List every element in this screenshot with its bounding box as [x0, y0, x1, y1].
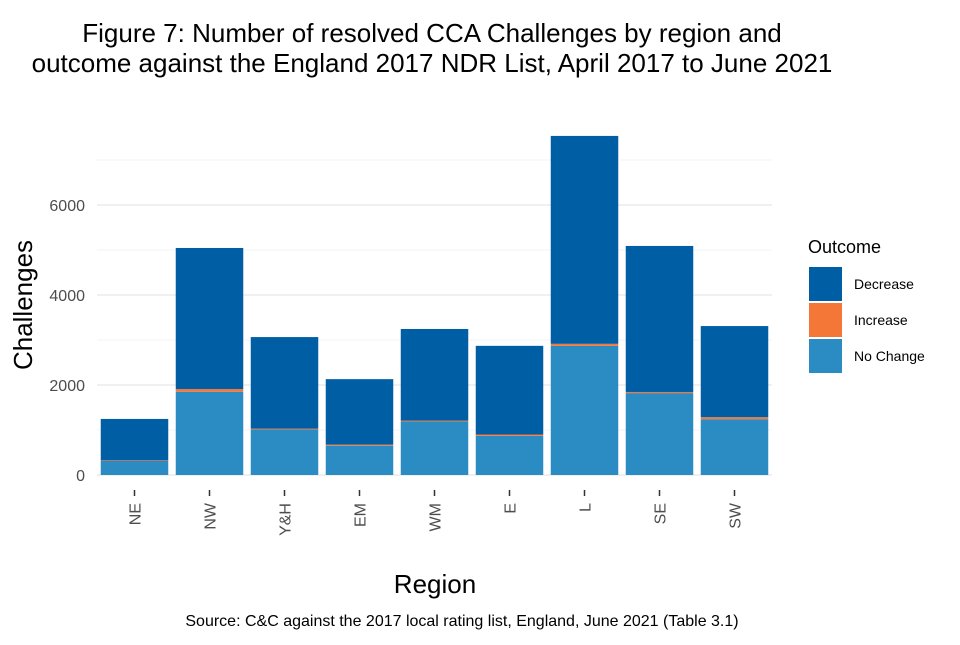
bar-no-change-se	[625, 393, 694, 475]
bar-no-change-em	[325, 445, 394, 475]
bar-increase-e	[475, 434, 544, 436]
bar-decrease-yh	[250, 337, 319, 429]
bar-increase-wm	[400, 420, 469, 422]
bar-increase-sw	[700, 417, 769, 420]
x-tick-label: Y&H	[278, 503, 295, 536]
y-tick-label: 0	[76, 468, 85, 485]
legend-title: Outcome	[808, 237, 881, 257]
x-tick-label: SW	[728, 502, 745, 529]
bar-no-change-wm	[400, 421, 469, 475]
legend-swatch-increase	[809, 303, 842, 337]
bar-decrease-e	[475, 345, 544, 435]
bar-increase-l	[550, 343, 619, 346]
bar-decrease-nw	[175, 247, 244, 390]
bar-no-change-e	[475, 435, 544, 475]
bar-increase-yh	[250, 428, 319, 430]
x-tick-label: EM	[353, 503, 370, 527]
legend-label: Increase	[854, 312, 908, 328]
x-tick-label: NE	[128, 503, 145, 525]
bar-no-change-sw	[700, 419, 769, 475]
x-tick-label: L	[578, 503, 595, 512]
bar-no-change-yh	[250, 429, 319, 475]
legend-swatch-no-change	[809, 339, 842, 373]
y-tick-label: 4000	[49, 288, 85, 305]
chart-caption: Source: C&C against the 2017 local ratin…	[185, 613, 738, 630]
x-tick-label: SE	[653, 503, 670, 524]
legend-swatch-decrease	[809, 267, 842, 301]
bar-decrease-wm	[400, 328, 469, 421]
bar-decrease-l	[550, 135, 619, 344]
y-tick-label: 2000	[49, 378, 85, 395]
x-tick-label: WM	[428, 503, 445, 531]
bar-no-change-ne	[100, 461, 169, 475]
legend-label: No Change	[854, 348, 925, 364]
bar-decrease-ne	[100, 418, 169, 461]
bar-decrease-sw	[700, 326, 769, 418]
x-axis-label: Region	[394, 569, 476, 599]
bar-increase-nw	[175, 389, 244, 392]
legend: Outcome Decrease Increase No Change	[808, 237, 925, 373]
x-tick-label: NW	[203, 502, 220, 530]
legend-label: Decrease	[854, 276, 914, 292]
bar-decrease-em	[325, 379, 394, 445]
chart-title-line-2: outcome against the England 2017 NDR Lis…	[32, 48, 833, 78]
bar-no-change-nw	[175, 391, 244, 475]
chart-title-line-1: Figure 7: Number of resolved CCA Challen…	[82, 18, 782, 48]
x-tick-label: E	[503, 503, 520, 514]
bar-increase-se	[625, 391, 694, 394]
bar-decrease-se	[625, 245, 694, 392]
y-axis-label: Challenges	[8, 240, 38, 370]
bar-increase-ne	[100, 460, 169, 462]
bar-no-change-l	[550, 345, 619, 475]
bar-increase-em	[325, 444, 394, 446]
y-tick-label: 6000	[49, 198, 85, 215]
